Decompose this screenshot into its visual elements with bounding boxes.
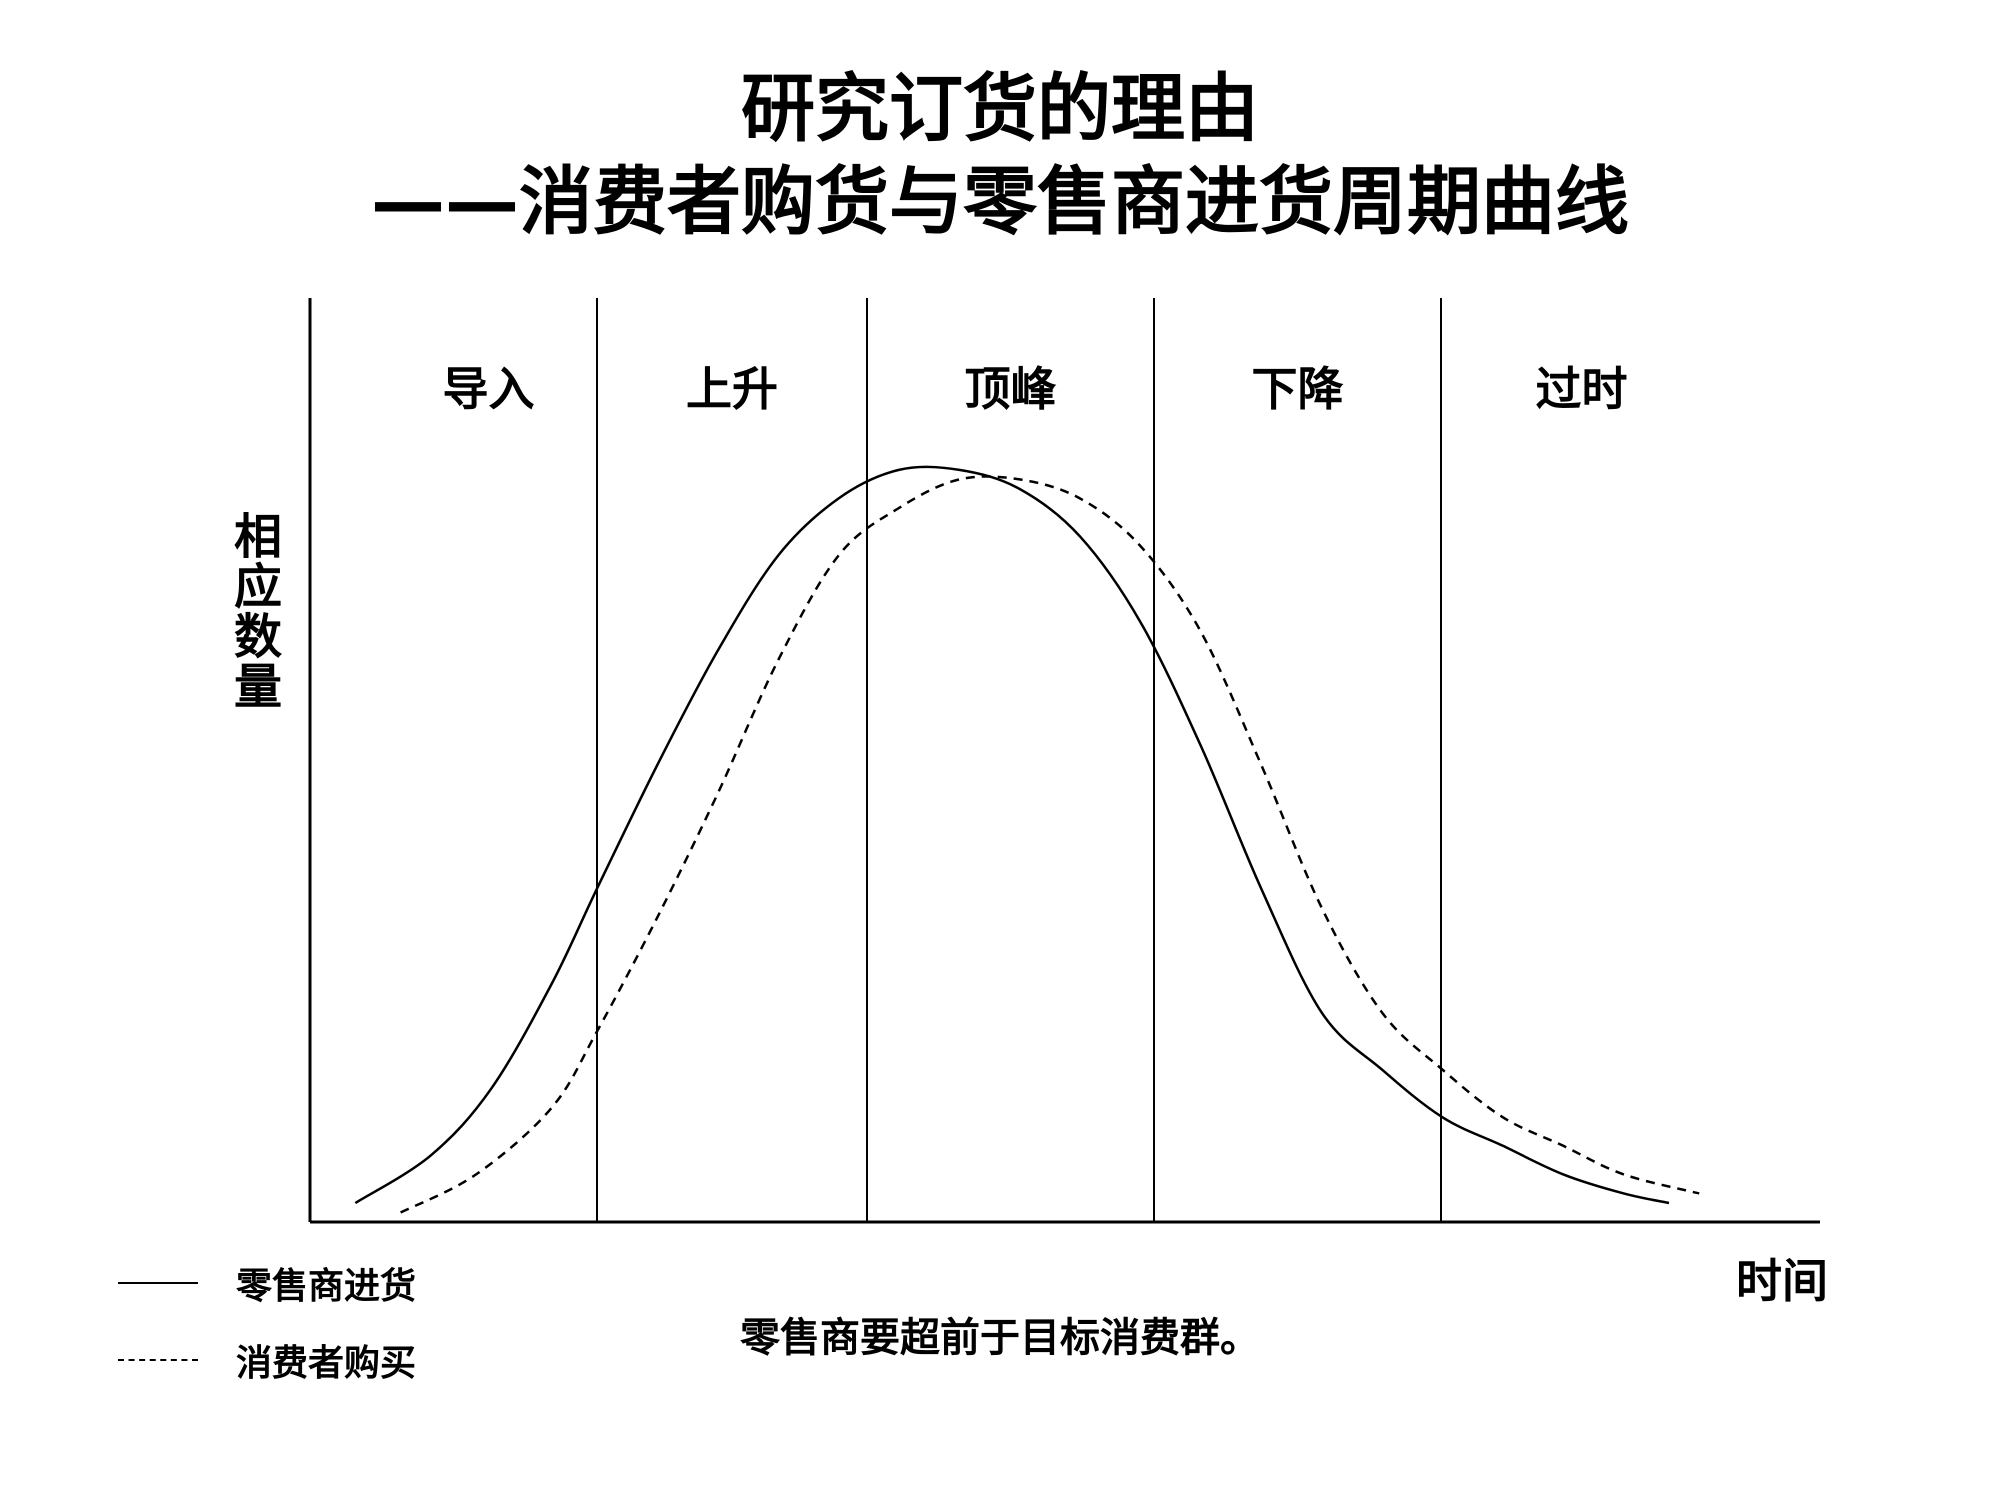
series-line-consumer — [400, 475, 1700, 1214]
legend-item-consumer: 消费者购买 — [118, 1335, 416, 1385]
chart-subtitle: ——消费者购货与零售商进货周期曲线 — [371, 159, 1629, 245]
x-axis-label: 时间 — [1736, 1254, 1828, 1308]
caption: 零售商要超前于目标消费群。 — [740, 1315, 1260, 1361]
legend-label-retailer: 零售商进货 — [236, 1266, 417, 1307]
stage-label: 过时 — [1536, 362, 1628, 416]
legend-label-consumer: 消费者购买 — [236, 1343, 417, 1384]
series-line-retailer — [354, 465, 1670, 1205]
legend-solid-line-icon — [118, 1282, 198, 1284]
y-axis-label: 相应数量 — [233, 509, 282, 715]
legend-item-retailer: 零售商进货 — [118, 1258, 416, 1308]
stage-label: 上升 — [686, 362, 778, 416]
chart-title: 研究订货的理由 — [741, 66, 1259, 152]
stage-label: 下降 — [1252, 362, 1344, 416]
stage-label: 顶峰 — [965, 362, 1057, 416]
stage-label: 导入 — [443, 362, 535, 416]
legend-dashed-line-icon — [118, 1359, 198, 1361]
